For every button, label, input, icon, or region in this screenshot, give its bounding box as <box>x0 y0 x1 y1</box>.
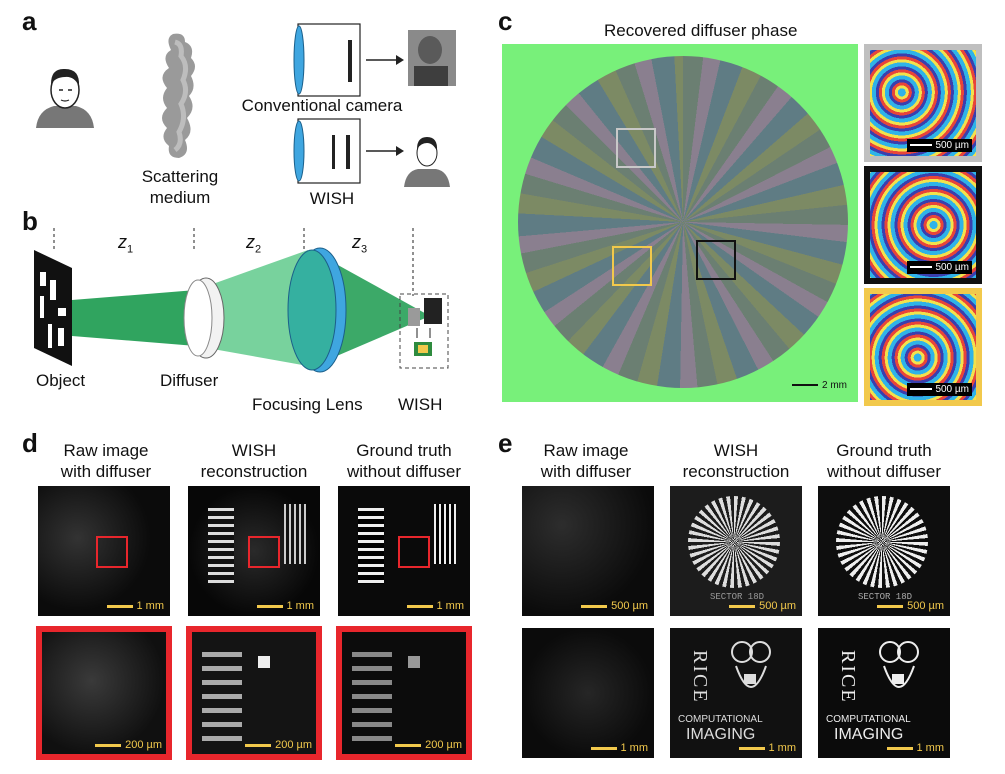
diffuser-label: Diffuser <box>160 371 219 390</box>
e-truth-sector-text: SECTOR 18D <box>858 592 913 602</box>
e-truth-scale-2: 1 mm <box>886 742 944 754</box>
e-truth-computational: COMPUTATIONAL <box>826 714 911 725</box>
d-truth-bars-left <box>358 508 384 584</box>
inset-gray-scale: 500 µm <box>907 139 972 152</box>
z2-label: z2 <box>246 232 262 256</box>
e-wish-scale-2: 1 mm <box>738 742 796 754</box>
e-col-truth-header: Ground truth without diffuser <box>826 441 942 481</box>
d-truth-image: 1 mm <box>338 486 470 616</box>
diffuser-phase-disk <box>518 56 848 388</box>
e-raw-image-2: 1 mm <box>522 628 654 758</box>
e-raw-image-1: 500 µm <box>522 486 654 616</box>
d-truth-zoom-bars <box>352 652 392 742</box>
focusing-lens-label: Focusing Lens <box>252 395 363 414</box>
scattering-medium-icon <box>162 33 195 158</box>
e-wish-image-1: SECTOR 18D 500 µm <box>670 486 802 616</box>
e-col-raw-header: Raw image with diffuser <box>540 441 632 481</box>
d-raw-zoom: 200 µm <box>36 626 172 760</box>
e-truth-siemens-star <box>836 496 928 588</box>
e-wish-siemens-star <box>688 496 780 588</box>
d-wish-zoom-bars <box>202 652 242 742</box>
panel-label-c: c <box>498 6 513 36</box>
inset-box-black <box>696 240 736 280</box>
wish-camera-diagram <box>293 118 450 187</box>
e-truth-owl-icon <box>879 641 919 688</box>
object-label: Object <box>36 371 86 390</box>
panel-label-e: e <box>498 428 513 458</box>
e-wish-computational: COMPUTATIONAL <box>678 714 763 725</box>
d-col-raw-header: Raw image with diffuser <box>60 441 152 481</box>
d-wish-zoom-scale: 200 µm <box>245 739 312 751</box>
d-col-wish-header: WISH reconstruction <box>200 441 308 481</box>
panel-label-d: d <box>22 428 38 458</box>
d-truth-zoom: 200 µm <box>336 626 472 760</box>
inset-box-yellow <box>612 246 652 286</box>
inset-gray: 500 µm <box>864 44 982 162</box>
e-truth-image-1: SECTOR 18D 500 µm <box>818 486 950 616</box>
conventional-camera-label: Conventional camera <box>241 96 403 115</box>
d-col-truth-header: Ground truth without diffuser <box>346 441 462 481</box>
diffuser-phase-title: Recovered diffuser phase <box>604 21 798 40</box>
e-raw-scale-2: 1 mm <box>590 742 648 754</box>
e-wish-image-2: RICE COMPUTATIONAL IMAGING 1 mm <box>670 628 802 758</box>
person-icon <box>36 68 94 128</box>
e-truth-scale-1: 500 µm <box>877 600 944 612</box>
d-raw-zoom-scale: 200 µm <box>95 739 162 751</box>
conventional-camera-diagram <box>293 23 456 97</box>
e-truth-rice: RICE <box>837 650 859 704</box>
inset-box-gray <box>616 128 656 168</box>
d-truth-roi-box <box>398 536 430 568</box>
d-truth-zoom-scale: 200 µm <box>395 739 462 751</box>
z3-label: z3 <box>352 232 368 256</box>
d-wish-roi-box <box>248 536 280 568</box>
d-wish-bars-right <box>284 504 306 564</box>
d-wish-bars-left <box>208 508 234 584</box>
inset-black: 500 µm <box>864 166 982 284</box>
e-raw-scale-1: 500 µm <box>581 600 648 612</box>
e-truth-imaging: IMAGING <box>834 726 904 743</box>
e-wish-owl-icon <box>731 641 771 688</box>
e-wish-rice: RICE <box>689 650 711 704</box>
d-wish-image: 1 mm <box>188 486 320 616</box>
e-col-wish-header: WISH reconstruction <box>682 441 790 481</box>
d-wish-zoom-square <box>258 656 270 668</box>
inset-black-scale: 500 µm <box>907 261 972 274</box>
inset-yellow-scale: 500 µm <box>907 383 972 396</box>
d-raw-image: 1 mm <box>38 486 170 616</box>
d-truth-scale: 1 mm <box>406 600 464 612</box>
e-truth-image-2: RICE COMPUTATIONAL IMAGING 1 mm <box>818 628 950 758</box>
d-raw-scale: 1 mm <box>106 600 164 612</box>
d-truth-bars-right <box>434 504 456 564</box>
optical-setup-diagram <box>34 228 449 373</box>
scattering-medium-label: Scattering medium <box>141 167 219 207</box>
panel-label-b: b <box>22 206 38 236</box>
e-wish-imaging: IMAGING <box>686 726 756 743</box>
phase-scale-bar: 2 mm <box>792 380 847 391</box>
wish-label-a: WISH <box>309 189 355 208</box>
panel-label-a: a <box>22 6 37 36</box>
e-wish-scale-1: 500 µm <box>729 600 796 612</box>
phase-map-background: 2 mm <box>502 44 858 402</box>
wish-label-b: WISH <box>398 395 443 414</box>
d-wish-zoom: 200 µm <box>186 626 322 760</box>
inset-yellow: 500 µm <box>864 288 982 406</box>
d-wish-scale: 1 mm <box>256 600 314 612</box>
z1-label: z1 <box>118 232 134 256</box>
d-raw-roi-box <box>96 536 128 568</box>
d-truth-zoom-square <box>408 656 420 668</box>
e-wish-sector-text: SECTOR 18D <box>710 592 765 602</box>
